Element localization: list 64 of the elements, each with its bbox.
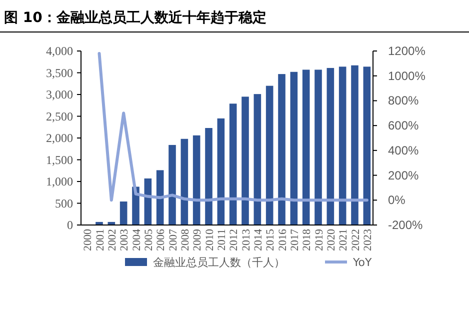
bar bbox=[156, 170, 164, 225]
bar bbox=[266, 86, 274, 225]
x-tick-label: 2006 bbox=[155, 228, 168, 251]
y-tick-label: 500 bbox=[55, 196, 73, 210]
y-tick-label: 2,500 bbox=[46, 109, 73, 124]
x-tick-label: 2008 bbox=[179, 228, 192, 251]
x-tick-label: 2007 bbox=[167, 228, 180, 251]
line-series bbox=[98, 52, 368, 202]
x-tick-label: 2004 bbox=[130, 228, 143, 251]
x-tick-label: 2023 bbox=[362, 228, 374, 251]
y2-tick-label: 800% bbox=[388, 94, 420, 108]
y-tick-label: 1,500 bbox=[46, 152, 73, 167]
bar bbox=[302, 70, 310, 225]
x-tick-label: 2019 bbox=[313, 228, 326, 251]
y2-tick-label: 1200% bbox=[388, 44, 426, 58]
y-tick-label: 1,000 bbox=[46, 174, 73, 188]
y2-tick-label: 1000% bbox=[388, 68, 426, 83]
x-tick-label: 2003 bbox=[118, 228, 131, 251]
y2-tick-label: 400% bbox=[388, 143, 420, 158]
bar bbox=[314, 70, 322, 225]
bar bbox=[205, 128, 212, 225]
bar bbox=[120, 202, 128, 225]
x-tick-label: 2005 bbox=[142, 228, 155, 251]
bar bbox=[326, 68, 334, 225]
y2-tick-label: 0% bbox=[388, 193, 406, 208]
chart-title: 图 10：金融业总员工人数近十年趋于稳定 bbox=[4, 9, 266, 26]
x-tick-label: 2001 bbox=[94, 229, 106, 251]
bar bbox=[351, 65, 358, 225]
x-tick-label: 2022 bbox=[350, 229, 362, 251]
legend-label: 金融业总员工人数（千人） bbox=[153, 256, 285, 269]
x-tick-label: 2010 bbox=[204, 228, 216, 251]
y-tick-label: 3,500 bbox=[46, 66, 73, 80]
bar bbox=[290, 72, 298, 225]
y-tick-label: 2,000 bbox=[46, 131, 73, 145]
x-tick-label: 2012 bbox=[228, 229, 240, 251]
bar bbox=[217, 118, 225, 225]
bar bbox=[242, 96, 249, 225]
x-tick-label: 2011 bbox=[216, 229, 228, 251]
y2-tick-label: 600% bbox=[388, 118, 420, 133]
bar bbox=[180, 138, 188, 225]
y-tick-label: 3,000 bbox=[46, 88, 73, 102]
x-tick-label: 2017 bbox=[288, 228, 301, 251]
x-tick-label: 2016 bbox=[276, 228, 289, 251]
legend-label: YoY bbox=[352, 256, 372, 269]
y2-tick-label: -200% bbox=[388, 218, 424, 232]
bar bbox=[168, 144, 176, 225]
bar bbox=[229, 104, 237, 225]
x-tick-label: 2014 bbox=[252, 228, 264, 251]
x-tick-label: 2013 bbox=[240, 228, 252, 251]
bar bbox=[254, 94, 262, 225]
bar bbox=[278, 74, 286, 225]
x-tick-label: 2021 bbox=[338, 229, 350, 251]
y2-tick-label: 200% bbox=[388, 168, 420, 182]
x-tick-label: 2009 bbox=[192, 228, 204, 251]
x-tick-label: 2020 bbox=[325, 228, 338, 251]
x-tick-label: 2000 bbox=[82, 228, 94, 251]
x-tick-label: 2015 bbox=[264, 228, 277, 251]
bar bbox=[338, 66, 346, 225]
y-tick-label: 0 bbox=[67, 218, 73, 232]
bar bbox=[192, 135, 200, 225]
x-tick-label: 2002 bbox=[106, 229, 118, 251]
y-tick-label: 4,000 bbox=[46, 44, 73, 58]
bar bbox=[363, 66, 371, 225]
x-tick-label: 2018 bbox=[301, 228, 314, 251]
